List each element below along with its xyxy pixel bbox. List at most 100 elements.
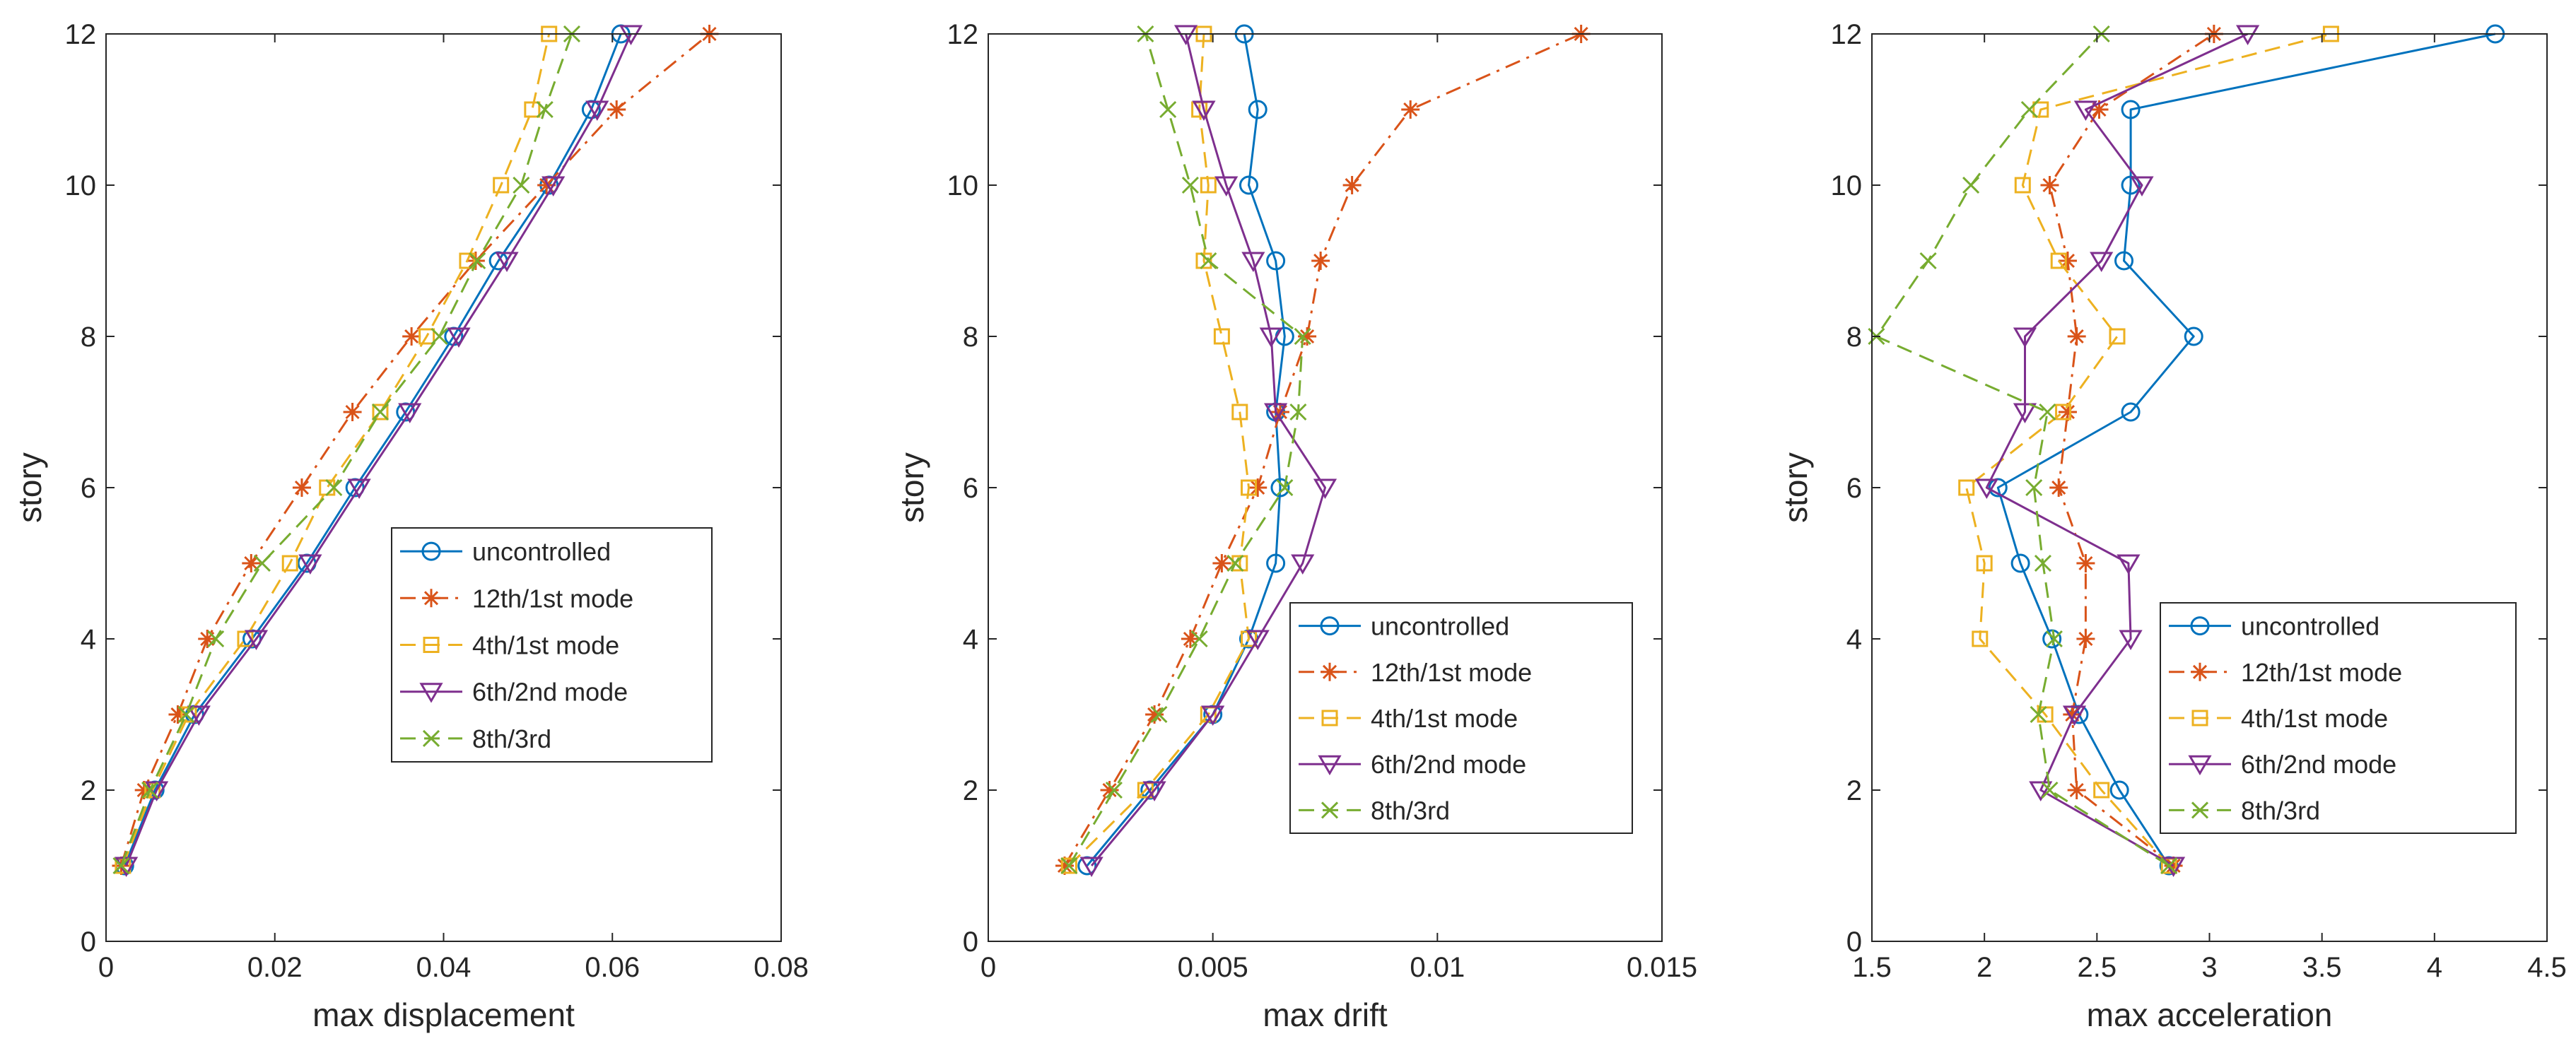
legend-entry: 6th/2nd mode [2169, 750, 2396, 779]
data-point [1150, 705, 1168, 724]
y-tick-label: 4 [81, 624, 96, 655]
y-tick-label: 2 [81, 775, 96, 806]
y-tick-label: 10 [947, 170, 979, 201]
data-point [402, 327, 421, 346]
data-point [469, 252, 486, 270]
data-point [1248, 100, 1267, 119]
x-tick-label: 0 [98, 952, 114, 983]
data-point [2121, 100, 2141, 119]
chart-1: 0 0.02 0.04 0.06 0.08 0 2 4 6 8 10 12 max displaceme… [11, 19, 809, 1033]
y-tick-label: 2 [1846, 775, 1862, 806]
legend: uncontrolled 12th/1st mode 4th/1st mode 6th… [2160, 602, 2517, 834]
data-point [513, 176, 530, 194]
data-point [2130, 176, 2154, 196]
data-point [2045, 630, 2063, 648]
series-line [1965, 33, 2331, 866]
x-tick-label: 0.04 [416, 952, 472, 983]
data-point [1976, 555, 1993, 572]
series-group [112, 24, 719, 877]
y-tick-label: 12 [947, 19, 979, 50]
series-line [122, 33, 551, 866]
series-8th-3rd [1868, 25, 2178, 875]
data-point [1974, 478, 1998, 499]
data-point [112, 857, 130, 875]
y-tick-label: 4 [963, 624, 978, 655]
data-point [1313, 478, 1337, 499]
data-point [495, 252, 519, 272]
series-line [1090, 33, 1326, 866]
data-point [493, 177, 510, 194]
data-point [1263, 403, 1288, 423]
x-axis-label: max drift [1263, 996, 1388, 1033]
series-line [120, 33, 710, 866]
series-8th-3rd [1060, 25, 1311, 875]
legend-label: 8th/3rd [2241, 796, 2320, 825]
data-point [371, 403, 390, 421]
legend-entry: 4th/1st mode [400, 631, 619, 660]
data-point [431, 327, 448, 346]
legend-label: 12th/1st mode [2241, 658, 2402, 687]
data-point [2013, 327, 2037, 348]
y-tick-label: 6 [963, 473, 978, 504]
series-6th-2nd-mode [1079, 25, 1337, 877]
data-point [1266, 553, 1286, 573]
data-point [459, 252, 476, 269]
series-line [1985, 33, 2249, 867]
data-point [177, 705, 195, 724]
data-point [447, 327, 471, 348]
legend-marker [1321, 662, 1339, 681]
legend-entry: uncontrolled [2169, 612, 2379, 641]
data-point [2013, 403, 2037, 423]
y-tick-label: 6 [81, 473, 96, 504]
data-point [418, 328, 435, 345]
data-point [1192, 100, 1216, 121]
legend-marker [2191, 710, 2208, 726]
data-point [2067, 327, 2086, 346]
series-line [123, 33, 622, 866]
data-point [1200, 252, 1217, 270]
data-point [244, 630, 269, 650]
data-point [1241, 252, 1265, 272]
data-point [1055, 857, 1075, 875]
data-point [1100, 781, 1119, 799]
legend-marker [421, 541, 441, 561]
y-axis-label: story [894, 452, 930, 523]
data-point [1972, 630, 1989, 647]
legend-label: uncontrolled [472, 537, 611, 566]
legend-marker [2191, 662, 2209, 681]
data-point [372, 404, 389, 420]
data-point [1958, 479, 1975, 496]
data-point [1266, 251, 1286, 271]
data-point [1276, 478, 1294, 497]
data-point [2067, 781, 2086, 799]
legend-marker [2188, 755, 2212, 776]
data-point [2032, 101, 2049, 118]
legend-marker [2190, 616, 2210, 636]
legend-label: 12th/1st mode [472, 584, 633, 613]
x-tick-label: 3 [2201, 952, 2217, 983]
legend-label: 6th/2nd mode [472, 678, 628, 707]
y-tick-label: 0 [1846, 926, 1862, 958]
data-point [292, 478, 311, 497]
y-tick-label: 2 [963, 775, 978, 806]
data-point [2014, 177, 2031, 194]
data-point [134, 781, 153, 799]
data-point [1294, 327, 1311, 346]
x-axis-label: max acceleration [2087, 996, 2333, 1033]
data-point [1105, 781, 1123, 799]
data-point [207, 630, 225, 648]
data-point [1201, 705, 1225, 726]
data-point [1231, 555, 1248, 572]
legend-label: 4th/1st mode [1371, 704, 1518, 733]
data-point [325, 478, 343, 497]
legend-entry: 12th/1st mode [1299, 658, 1532, 687]
chart-2: 0 0.005 0.01 0.015 0 2 4 6 8 10 12 max drift story un… [894, 19, 1697, 1033]
legend-marker [419, 683, 443, 703]
data-point [585, 100, 609, 121]
legend-box [391, 527, 713, 763]
legend-entry: 8th/3rd [400, 724, 551, 753]
data-point [1231, 404, 1248, 420]
series-line [120, 33, 573, 866]
x-tick-label: 2.5 [2078, 952, 2117, 983]
data-point [2058, 252, 2077, 270]
